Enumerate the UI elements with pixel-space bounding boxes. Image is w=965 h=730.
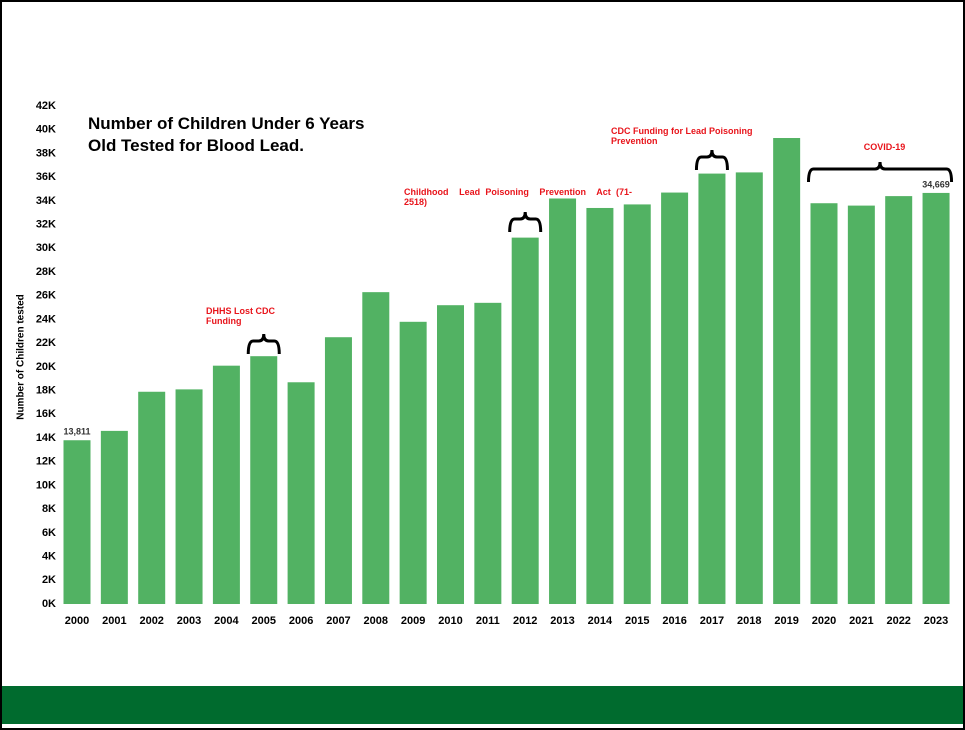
bar — [885, 196, 913, 604]
y-tick-label: 22K — [36, 337, 56, 349]
x-tick-label: 2001 — [102, 615, 126, 627]
bar — [661, 192, 689, 605]
x-tick-label: 2013 — [550, 615, 574, 627]
y-tick-label: 16K — [36, 408, 56, 420]
bar — [698, 173, 726, 605]
y-tick-label: 26K — [36, 290, 56, 302]
bar — [474, 302, 502, 604]
bar — [511, 237, 539, 604]
y-tick-label: 32K — [36, 218, 56, 230]
annotation-bracket — [508, 211, 543, 233]
annotation: DHHS Lost CDC Funding — [206, 306, 278, 326]
x-tick-label: 2020 — [812, 615, 836, 627]
y-tick-label: 30K — [36, 242, 56, 254]
x-tick-label: 2002 — [139, 615, 163, 627]
x-tick-label: 2006 — [289, 615, 313, 627]
bar — [212, 365, 240, 604]
bar — [810, 203, 838, 604]
x-tick-label: 2005 — [252, 615, 276, 627]
value-label: 34,669 — [922, 179, 950, 189]
annotation: CDC Funding for Lead Poisoning Preventio… — [611, 126, 756, 146]
x-tick-label: 2018 — [737, 615, 761, 627]
chart-title: Number of Children Under 6 Years Old Tes… — [88, 114, 365, 155]
bar — [250, 356, 278, 604]
bar — [623, 204, 651, 604]
y-tick-label: 40K — [36, 124, 56, 136]
bar — [922, 192, 950, 604]
bar — [437, 305, 464, 604]
x-tick-label: 2004 — [214, 615, 239, 627]
y-tick-label: 2K — [42, 574, 56, 586]
x-tick-label: 2007 — [326, 615, 350, 627]
bar — [549, 198, 577, 604]
bar — [138, 391, 166, 604]
value-label: 13,811 — [63, 427, 90, 437]
y-tick-label: 24K — [36, 313, 56, 325]
y-tick-label: 38K — [36, 147, 56, 159]
annotation: COVID-19 — [863, 142, 906, 152]
y-tick-label: 4K — [42, 550, 56, 562]
annotation-bracket — [807, 161, 954, 183]
annotation-bracket — [694, 149, 729, 171]
y-axis-label: Number of Children tested — [16, 294, 27, 420]
y-tick-label: 28K — [36, 266, 56, 278]
footer-band — [2, 686, 963, 724]
x-tick-label: 2014 — [588, 615, 613, 627]
x-tick-label: 2022 — [886, 615, 910, 627]
y-tick-label: 12K — [36, 456, 56, 468]
bar — [399, 321, 427, 604]
y-tick-label: 36K — [36, 171, 56, 183]
x-tick-label: 2016 — [662, 615, 686, 627]
x-tick-label: 2009 — [401, 615, 425, 627]
y-tick-label: 20K — [36, 361, 56, 373]
x-tick-label: 2003 — [177, 615, 201, 627]
y-tick-label: 10K — [36, 479, 56, 491]
x-tick-label: 2011 — [476, 615, 500, 627]
bar — [63, 440, 91, 604]
y-tick-label: 34K — [36, 195, 56, 207]
bar — [287, 382, 315, 604]
y-tick-label: 0K — [42, 598, 56, 610]
bar — [847, 205, 875, 604]
x-tick-label: 2015 — [625, 615, 649, 627]
y-tick-label: 8K — [42, 503, 56, 515]
x-tick-label: 2012 — [513, 615, 537, 627]
x-tick-label: 2017 — [700, 615, 724, 627]
x-tick-label: 2021 — [849, 615, 873, 627]
bar — [586, 207, 614, 604]
bar — [324, 337, 352, 604]
y-tick-label: 6K — [42, 527, 56, 539]
x-tick-label: 2010 — [438, 615, 462, 627]
x-tick-label: 2008 — [364, 615, 388, 627]
x-tick-label: 2019 — [774, 615, 798, 627]
x-tick-label: 2023 — [924, 615, 948, 627]
bar — [175, 389, 203, 604]
x-tick-label: 2000 — [65, 615, 89, 627]
bar — [735, 172, 763, 604]
y-tick-label: 18K — [36, 384, 56, 396]
annotation: Childhood Lead Poisoning Prevention Act … — [404, 187, 632, 207]
bar — [773, 138, 801, 604]
bar — [362, 292, 390, 604]
annotation-bracket — [246, 333, 281, 355]
y-tick-label: 14K — [36, 432, 56, 444]
y-tick-label: 42K — [36, 100, 56, 112]
bar — [100, 430, 128, 604]
